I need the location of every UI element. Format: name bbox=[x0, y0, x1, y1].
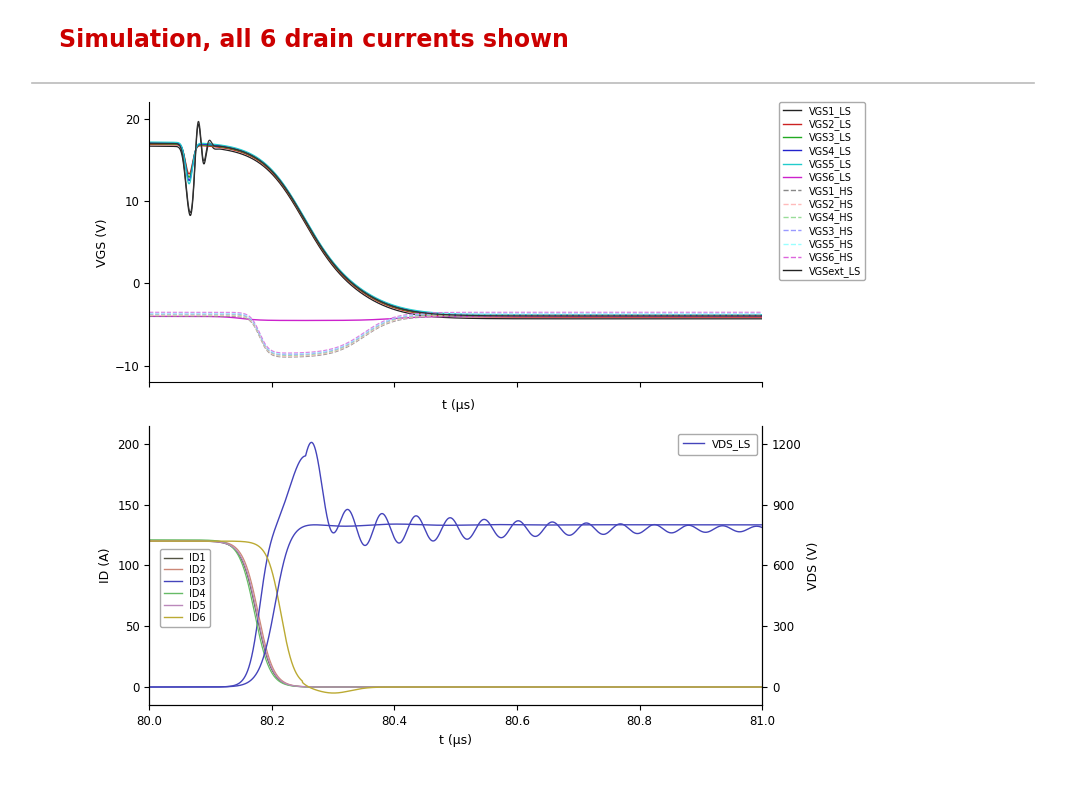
Legend: VDS_LS: VDS_LS bbox=[678, 433, 757, 455]
Text: t (μs): t (μs) bbox=[442, 400, 474, 412]
Y-axis label: ID (A): ID (A) bbox=[99, 548, 112, 583]
Y-axis label: VGS (V): VGS (V) bbox=[96, 218, 109, 266]
Legend: ID1, ID2, ID3, ID4, ID5, ID6: ID1, ID2, ID3, ID4, ID5, ID6 bbox=[160, 549, 210, 626]
Text: Simulation, all 6 drain currents shown: Simulation, all 6 drain currents shown bbox=[59, 28, 568, 51]
Legend: VGS1_LS, VGS2_LS, VGS3_LS, VGS4_LS, VGS5_LS, VGS6_LS, VGS1_HS, VGS2_HS, VGS4_HS,: VGS1_LS, VGS2_LS, VGS3_LS, VGS4_LS, VGS5… bbox=[779, 102, 865, 281]
X-axis label: t (μs): t (μs) bbox=[439, 734, 472, 746]
Y-axis label: VDS (V): VDS (V) bbox=[807, 541, 820, 589]
